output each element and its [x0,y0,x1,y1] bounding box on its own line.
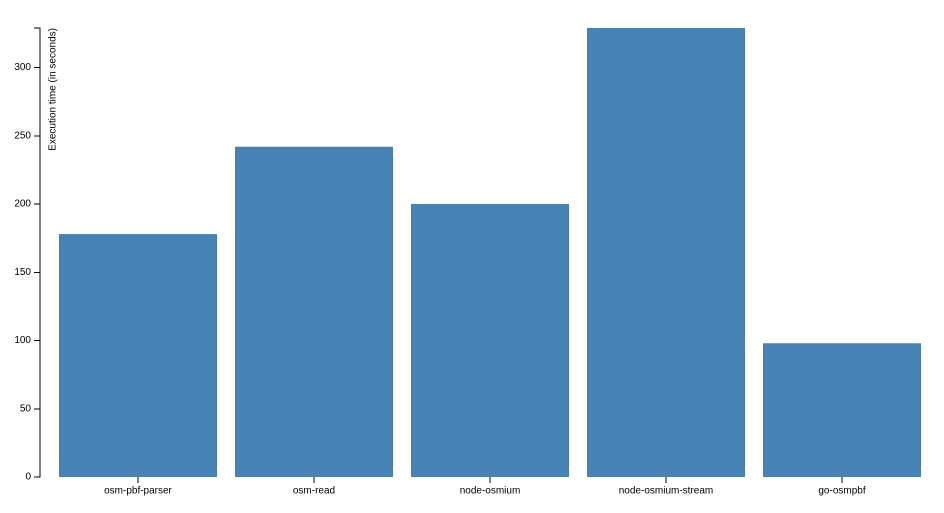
y-tick-label: 300 [14,62,31,73]
x-tick-label: osm-pbf-parser [104,486,172,497]
x-tick-label: node-osmium-stream [619,486,713,497]
y-tick-label: 200 [14,199,31,210]
bar [411,204,569,477]
y-tick-label: 250 [14,130,31,141]
x-tick-label: go-osmpbf [818,486,865,497]
y-axis-line [34,27,41,478]
bar [763,343,921,477]
x-tick-label: node-osmium [460,486,521,497]
bar [587,28,745,477]
y-tick-label: 50 [20,403,32,414]
y-axis-label: Execution time (in seconds) [48,28,59,151]
bar [59,234,217,477]
y-tick-label: 0 [25,472,31,483]
x-tick-label: osm-read [293,486,335,497]
y-tick-label: 150 [14,267,31,278]
bar [235,146,393,477]
y-tick-label: 100 [14,335,31,346]
